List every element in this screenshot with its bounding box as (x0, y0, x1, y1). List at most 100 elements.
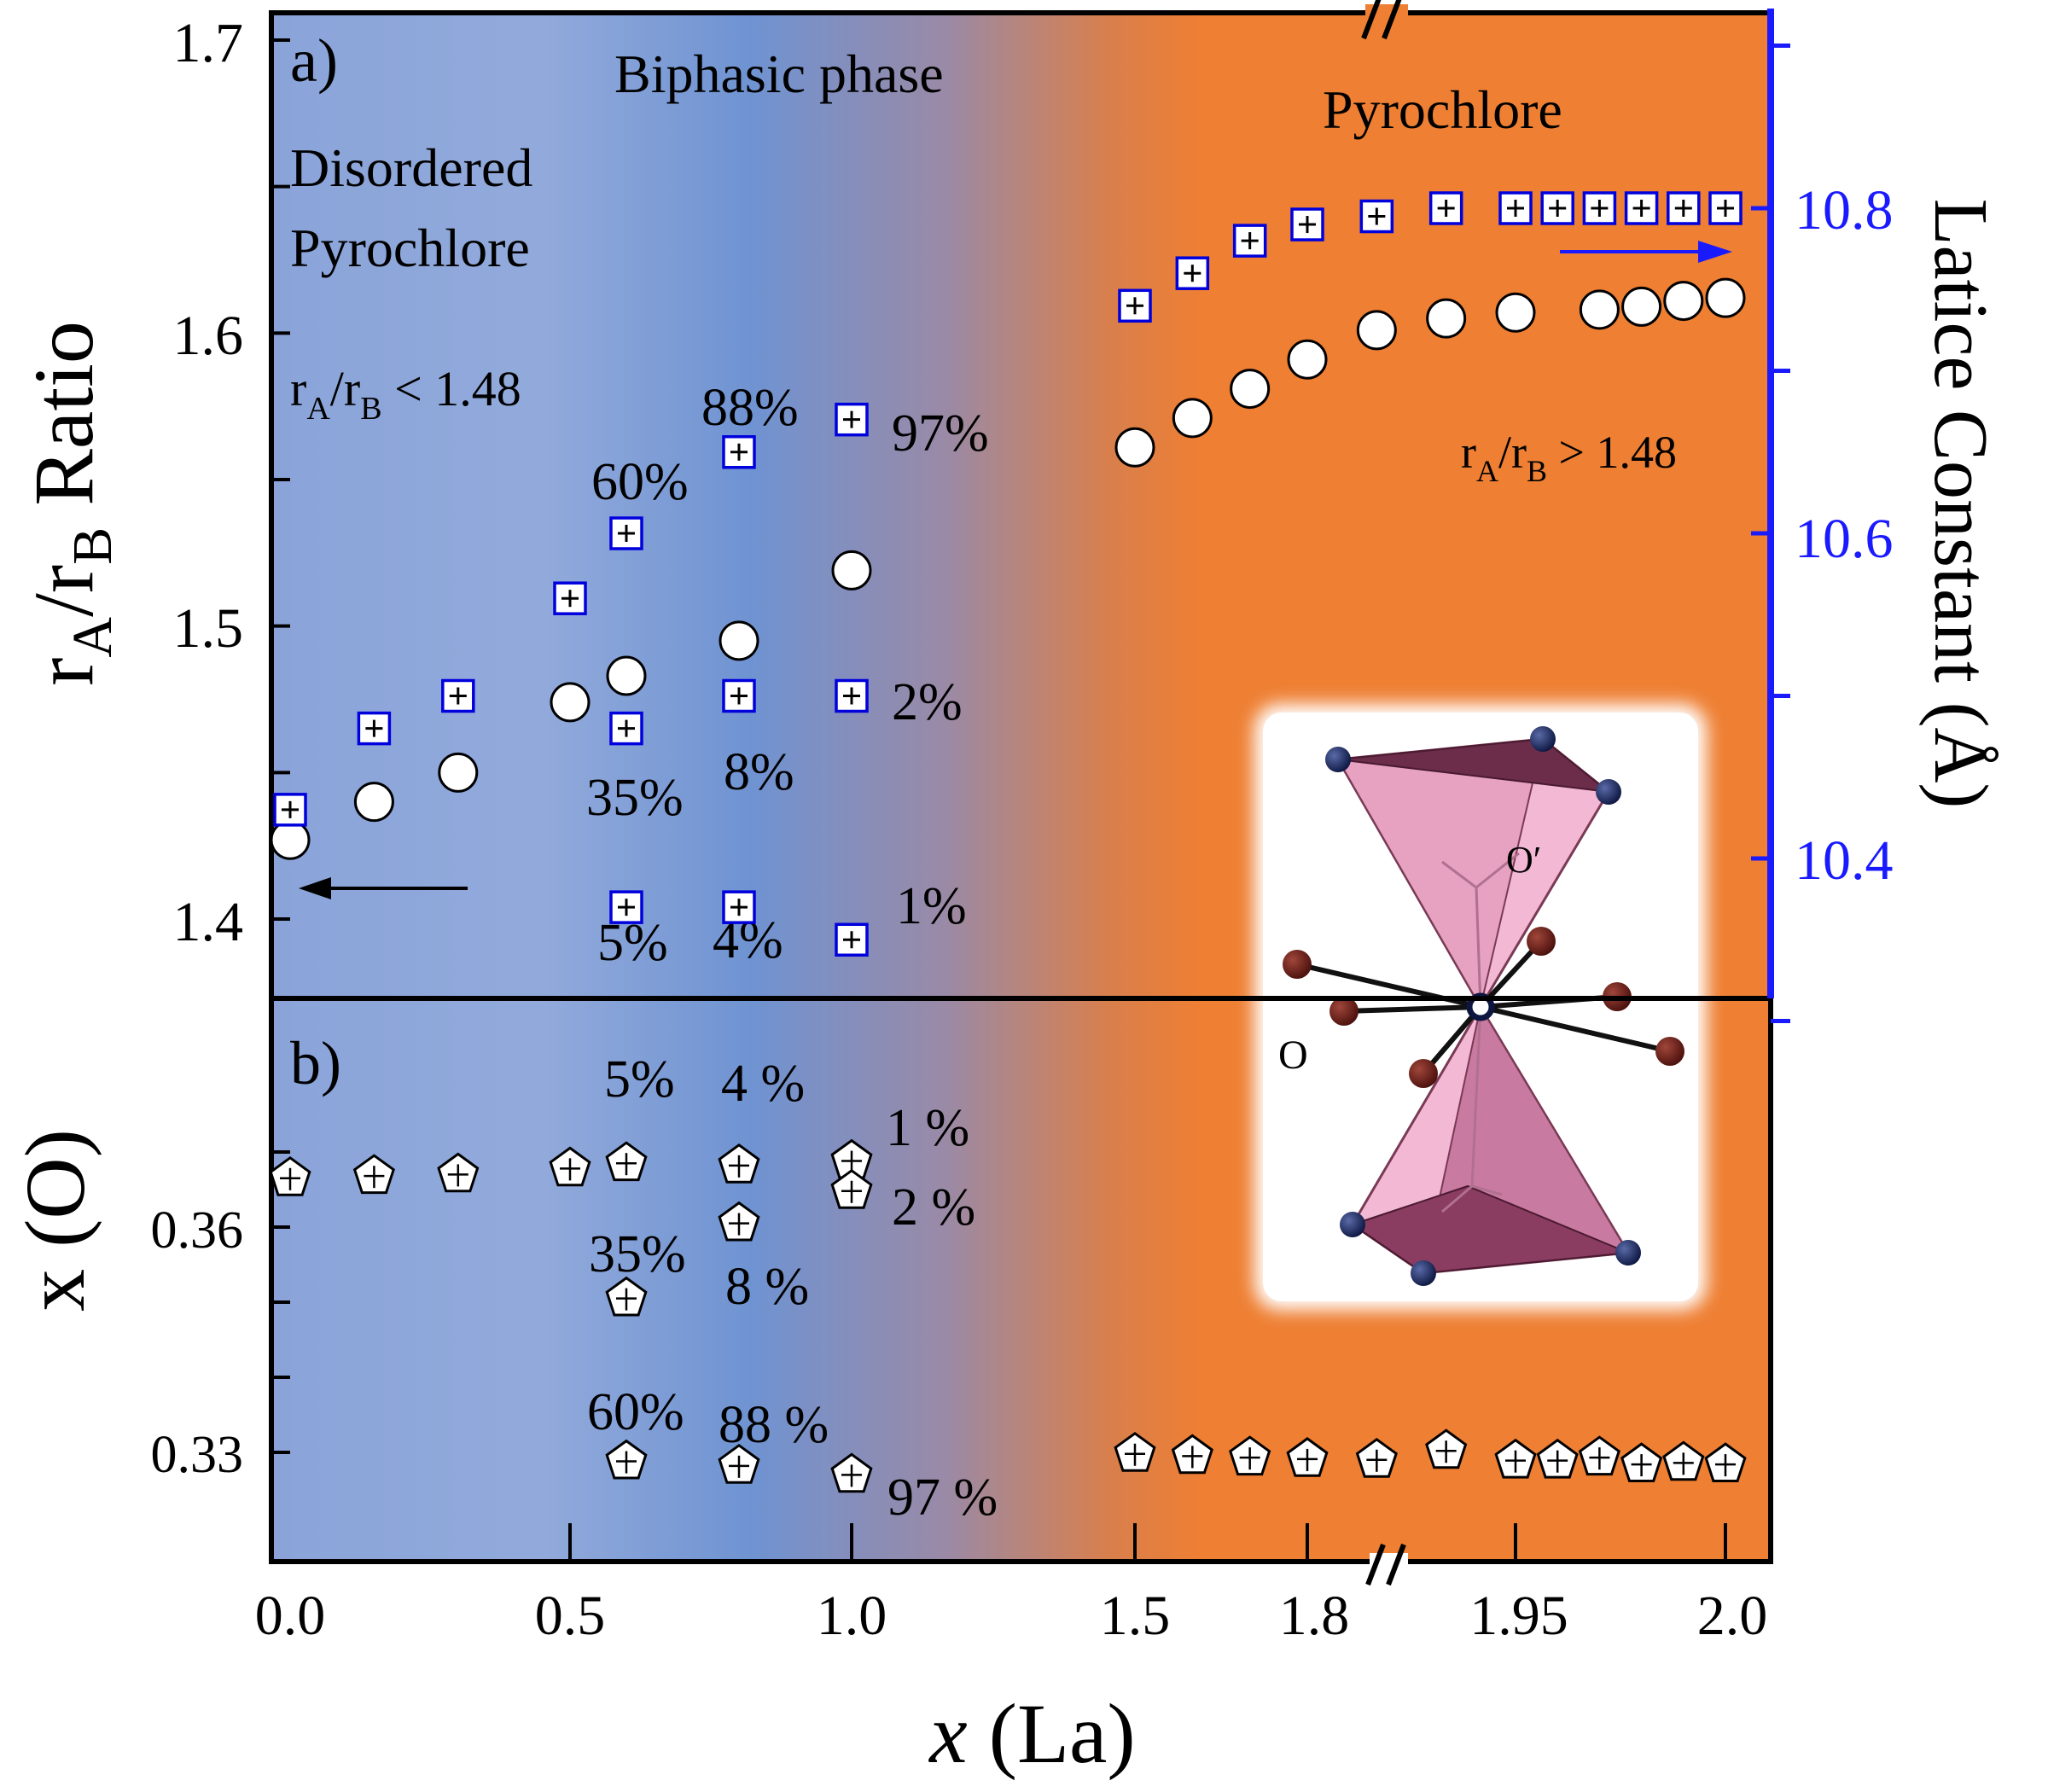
data-point-ratio (831, 550, 872, 591)
data-point-lattice (835, 402, 869, 437)
data-point-ratio (1426, 298, 1467, 339)
data-point-lattice (722, 435, 756, 469)
data-point-lattice (441, 678, 475, 713)
panel-a-label: a) (290, 26, 338, 95)
data-point-ratio (1172, 398, 1213, 439)
data-point-xo (830, 1452, 873, 1493)
data-point-lattice (1175, 256, 1210, 290)
data-point-xo (1171, 1434, 1213, 1475)
region-label-disordered: Disordered (290, 137, 532, 198)
data-point-ratio (1495, 292, 1536, 333)
percent-label: 88% (701, 379, 799, 437)
panel-b-frame (269, 996, 1773, 1564)
data-point-xo (1494, 1438, 1537, 1479)
percent-label: 88 % (719, 1396, 829, 1454)
data-point-lattice (609, 516, 643, 550)
panel-b-left-ticks (271, 1150, 290, 1454)
x-tick-label: 2.0 (1697, 1585, 1768, 1647)
data-point-ratio (438, 752, 479, 793)
data-point-xo (1704, 1442, 1747, 1482)
data-point-xo (1536, 1438, 1579, 1479)
data-point-xo (605, 1276, 648, 1317)
data-point-xo (830, 1168, 873, 1209)
data-point-lattice (609, 890, 643, 924)
x-tick-label: 1.5 (1100, 1585, 1171, 1647)
data-point-lattice (1708, 191, 1743, 225)
data-point-lattice (1582, 191, 1617, 225)
data-point-xo (1620, 1442, 1663, 1482)
data-point-lattice (553, 581, 587, 615)
percent-label: 8 % (725, 1258, 809, 1316)
inset-label-o: O (1278, 1033, 1308, 1078)
panel-a-left-ticks (271, 38, 290, 921)
percent-label: 4 % (721, 1055, 805, 1113)
data-point-ratio (1621, 286, 1662, 327)
left-axis-arrow (299, 877, 468, 899)
panel-a-y-axis-label: rA/rB Ratio (16, 321, 124, 686)
panel-a-right-axis-label: Latice Constant (Å) (1918, 199, 2003, 809)
data-point-ratio (270, 819, 311, 860)
data-point-xo (718, 1443, 760, 1484)
panel-a-right-tick-labels: 10.4 10.6 10.8 (1795, 179, 1894, 892)
series-xo-pentagons (269, 1138, 1747, 1493)
data-point-xo (1662, 1440, 1705, 1481)
data-point-xo (1229, 1435, 1271, 1476)
right-axis-arrow (1560, 241, 1732, 263)
data-point-xo (718, 1143, 760, 1184)
series-lattice-squares (273, 191, 1743, 957)
ratio-annotation-high: rA/rB > 1.48 (1461, 427, 1677, 488)
data-point-lattice (1290, 207, 1324, 241)
series-ratio-circles (270, 277, 1746, 860)
data-point-xo (437, 1152, 480, 1193)
x-axis-ticks (568, 1523, 1727, 1562)
panel-b-y-axis-label: x (O) (8, 1129, 102, 1312)
y-tick-label: 1.4 (173, 891, 244, 953)
data-point-xo (1425, 1428, 1468, 1469)
data-point-lattice (1428, 191, 1463, 225)
inset-structure: O O′ (1254, 704, 1707, 1310)
data-point-lattice (609, 711, 643, 746)
y-tick-label: 0.33 (151, 1426, 244, 1484)
percent-label: 8% (724, 743, 794, 801)
percent-label: 97 % (887, 1469, 998, 1527)
x-tick-label: 0.5 (535, 1585, 606, 1647)
x-tick-labels: 0.0 0.5 1.0 1.5 1.8 1.95 2.0 (255, 1585, 1768, 1647)
data-point-ratio (1356, 310, 1397, 351)
data-point-ratio (1230, 369, 1271, 410)
data-point-ratio (1287, 339, 1328, 380)
data-point-lattice (722, 678, 756, 713)
data-point-lattice (357, 711, 392, 746)
panel-b-left-tick-labels: 0.33 0.36 (151, 1201, 244, 1484)
data-point-lattice (1498, 191, 1533, 225)
region-label-disordered: Pyrochlore (290, 218, 530, 278)
data-point-lattice (1540, 191, 1574, 225)
panel-a-left-tick-labels: 1.4 1.5 1.6 1.7 (173, 12, 244, 953)
x-tick-label: 1.95 (1469, 1585, 1568, 1647)
data-point-lattice (722, 890, 756, 924)
y2-tick-label: 10.4 (1795, 829, 1894, 892)
percent-label: 35% (589, 1225, 686, 1283)
data-point-xo (352, 1154, 395, 1195)
data-point-xo (1355, 1437, 1398, 1478)
data-point-ratio (606, 655, 647, 696)
x-tick-label: 1.8 (1279, 1585, 1350, 1647)
percent-label: 2% (892, 673, 963, 731)
data-point-ratio (1579, 289, 1620, 330)
percent-label: 60% (591, 453, 689, 511)
y-tick-label: 1.5 (173, 597, 244, 660)
data-point-ratio (719, 620, 759, 661)
data-point-xo (605, 1141, 648, 1182)
percent-label: 1% (896, 877, 967, 935)
data-point-lattice (835, 922, 869, 957)
data-point-ratio (1663, 281, 1704, 322)
panel-b-percent-labels: 5% 4 % 1 % 2 % 35% 8 % 60% 88 % 97 % (587, 1050, 998, 1527)
data-point-ratio (1114, 427, 1155, 468)
data-point-xo (718, 1201, 760, 1242)
axis-break-top (1361, 0, 1408, 40)
percent-label: 35% (586, 769, 684, 827)
axis-break-bottom (1365, 1543, 1408, 1586)
data-point-lattice (1624, 191, 1659, 225)
data-point-ratio (353, 782, 394, 823)
data-point-ratio (550, 682, 591, 723)
